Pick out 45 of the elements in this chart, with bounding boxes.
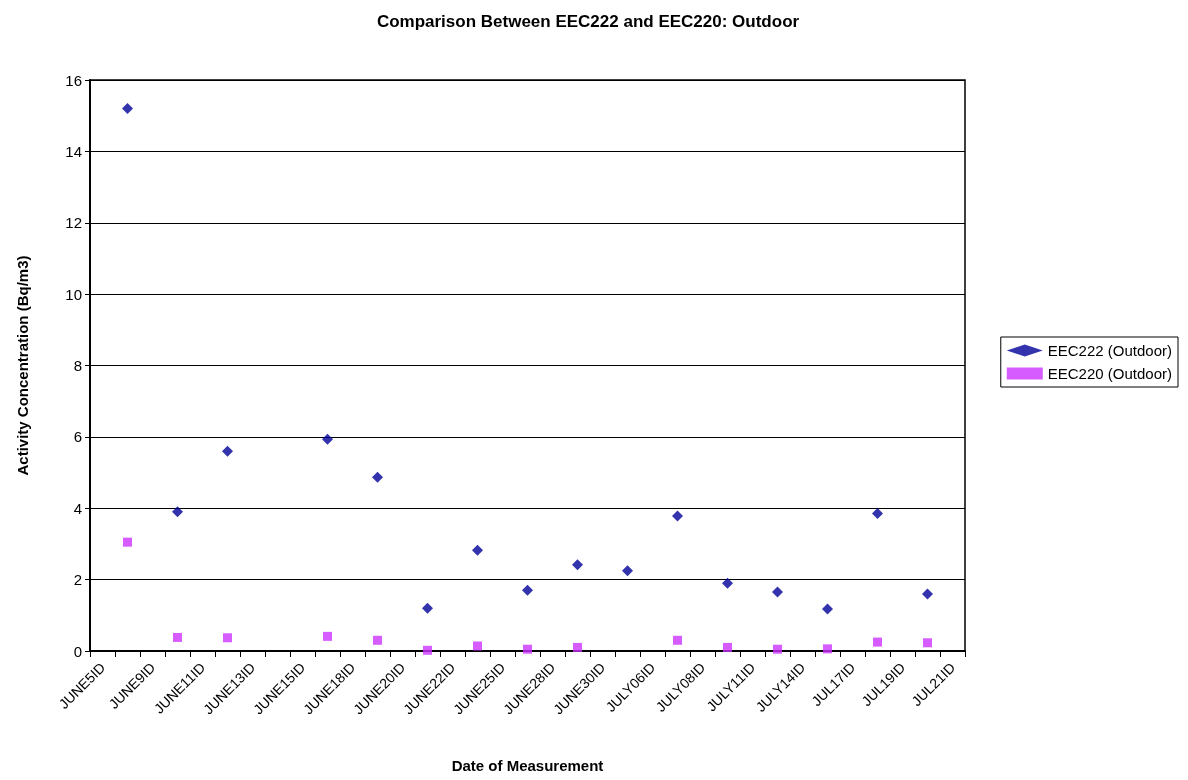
- point: [222, 445, 233, 457]
- y-tick-label: 10: [65, 285, 82, 303]
- point: [123, 537, 132, 547]
- point: [723, 642, 732, 652]
- point: [572, 559, 583, 571]
- y-tick-label: 12: [65, 214, 82, 232]
- y-tick-label: 0: [73, 642, 82, 660]
- x-axis-title: Date of Measurement: [451, 757, 604, 774]
- point: [923, 638, 932, 648]
- point: [173, 632, 182, 642]
- point: [922, 588, 933, 600]
- y-tick-label: 6: [73, 428, 82, 446]
- point: [122, 103, 133, 115]
- legend-label: EEC220 (Outdoor): [1047, 365, 1173, 382]
- point: [373, 635, 382, 645]
- point: [823, 644, 832, 654]
- y-tick-label: 2: [73, 571, 82, 589]
- y-tick-label: 4: [73, 499, 82, 517]
- point: [422, 602, 433, 614]
- point: [672, 510, 683, 522]
- point: [722, 577, 733, 589]
- y-tick-label: 14: [65, 142, 82, 160]
- point: [673, 635, 682, 645]
- point: [172, 506, 183, 518]
- y-tick-label: 8: [73, 357, 82, 374]
- point: [573, 642, 582, 652]
- point: [323, 631, 332, 641]
- point: [872, 508, 883, 520]
- point: [773, 644, 782, 654]
- legend-label: EEC222 (Outdoor): [1047, 342, 1173, 359]
- point: [423, 645, 432, 655]
- point: [822, 603, 833, 615]
- point: [523, 644, 532, 654]
- point: [322, 433, 333, 445]
- point: [622, 565, 633, 577]
- point: [473, 641, 482, 651]
- point: [472, 544, 483, 556]
- y-axis-title: Activity Concentration (Bq/m3): [14, 255, 31, 476]
- point: [372, 471, 383, 483]
- point: [522, 584, 533, 596]
- point: [772, 586, 783, 598]
- y-tick-label: 16: [65, 71, 82, 89]
- chart-title: Comparison Between EEC222 and EEC220: Outdoor: [376, 12, 800, 31]
- point: [223, 633, 232, 643]
- point: [873, 637, 882, 647]
